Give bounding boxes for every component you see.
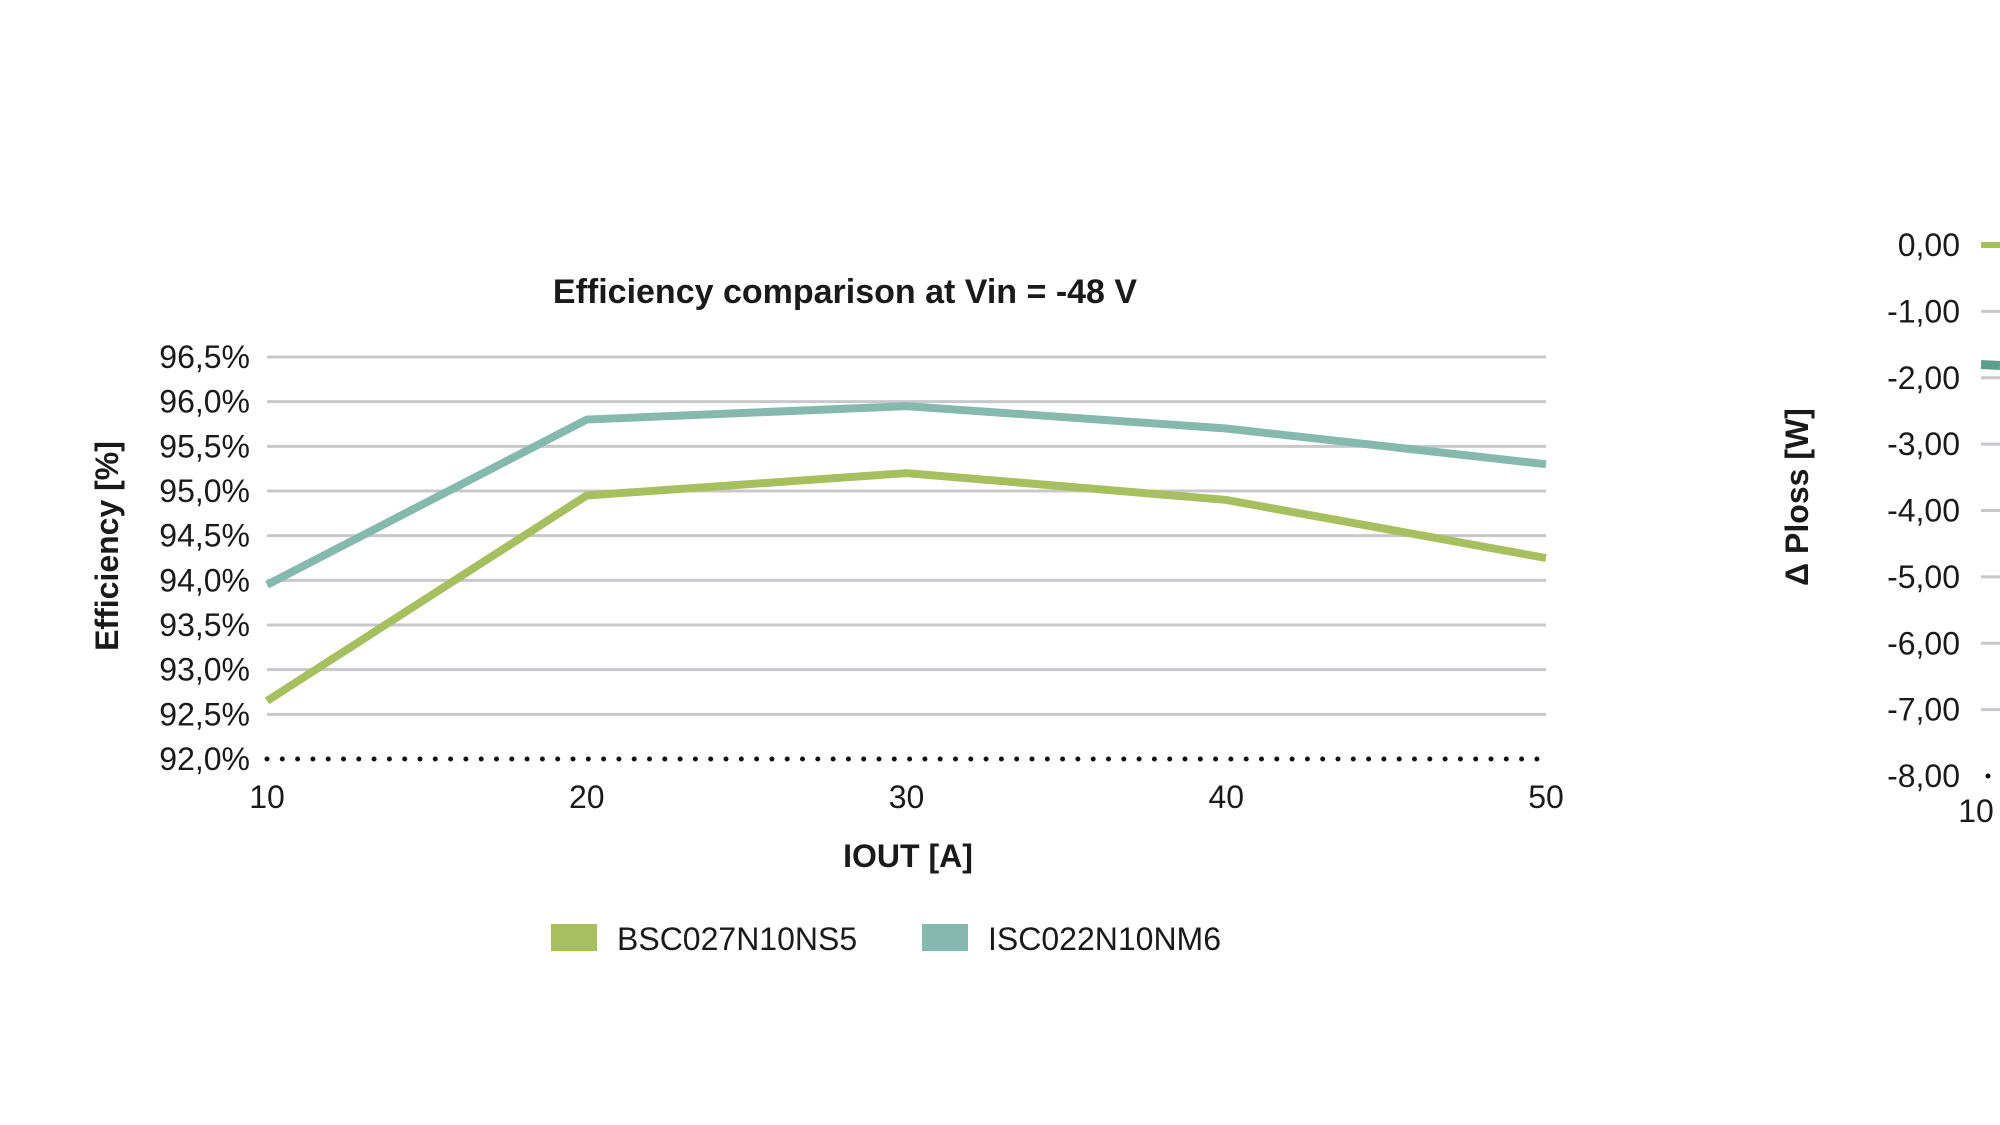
y-tick-label: -8,00 xyxy=(1887,758,1960,794)
y-tick-label: -4,00 xyxy=(1887,493,1960,529)
y-tick-label: -2,00 xyxy=(1887,360,1960,396)
x-axis-baseline-dot xyxy=(1985,773,1991,779)
series-lines-ploss xyxy=(1980,242,2000,370)
x-tick-label: 50 xyxy=(1528,779,1564,815)
chart-title: Efficiency comparison at Vin = -48 V xyxy=(553,273,1138,311)
x-tick-labels-ploss: 10 xyxy=(1958,793,1994,829)
legend-label: BSC027N10NS5 xyxy=(617,921,857,957)
x-tick-label: 10 xyxy=(249,779,285,815)
y-tick-label: 93,0% xyxy=(159,652,250,688)
series-lines xyxy=(264,402,1547,705)
y-tick-label: 95,5% xyxy=(159,428,250,464)
x-tick-label: 30 xyxy=(889,779,925,815)
y-tick-label: 95,0% xyxy=(159,473,250,509)
y-tick-label: 96,5% xyxy=(159,339,250,375)
y-tick-label: -7,00 xyxy=(1887,692,1960,728)
gridlines-ploss xyxy=(1981,243,2000,779)
y-tick-label: -5,00 xyxy=(1887,559,1960,595)
y-tick-labels: 92,0% 92,5% 93,0% 93,5% 94,0% 94,5% 95,0% 95,5%… xyxy=(159,339,250,777)
y-tick-label: -1,00 xyxy=(1887,293,1960,329)
y-tick-label: 92,0% xyxy=(159,741,250,777)
series-line-ISC022N10NM6 xyxy=(265,402,1547,589)
y-tick-labels-ploss: -8,00 -7,00 -6,00 -5,00 -4,00 -3,00 -2,00 -1,00… xyxy=(1887,227,1960,794)
x-tick-label: 40 xyxy=(1208,779,1244,815)
gridlines xyxy=(264,355,1549,762)
y-tick-label: 0,00 xyxy=(1898,227,1960,263)
series-line-ploss-1 xyxy=(1980,359,2000,370)
y-tick-label: 94,0% xyxy=(159,562,250,598)
y-tick-label: 94,5% xyxy=(159,518,250,554)
y-tick-label: -3,00 xyxy=(1887,426,1960,462)
legend-label: ISC022N10NM6 xyxy=(988,921,1221,957)
y-axis-label: Efficiency [%] xyxy=(89,441,125,651)
y-tick-label: 96,0% xyxy=(159,384,250,420)
series-line-BSC027N10NS5 xyxy=(264,469,1547,705)
legend-swatch xyxy=(922,924,968,951)
y-tick-label: 92,5% xyxy=(159,696,250,732)
y-tick-label: -6,00 xyxy=(1887,625,1960,661)
y-axis-label-ploss: Δ Ploss [W] xyxy=(1779,408,1815,586)
x-axis-label: IOUT [A] xyxy=(843,838,973,874)
x-tick-label: 20 xyxy=(569,779,605,815)
legend: BSC027N10NS5 ISC022N10NM6 xyxy=(551,921,1221,957)
x-tick-label: 10 xyxy=(1958,793,1994,829)
x-tick-labels: 10 20 30 40 50 xyxy=(249,779,1564,815)
y-tick-label: 93,5% xyxy=(159,607,250,643)
legend-swatch xyxy=(551,924,597,951)
